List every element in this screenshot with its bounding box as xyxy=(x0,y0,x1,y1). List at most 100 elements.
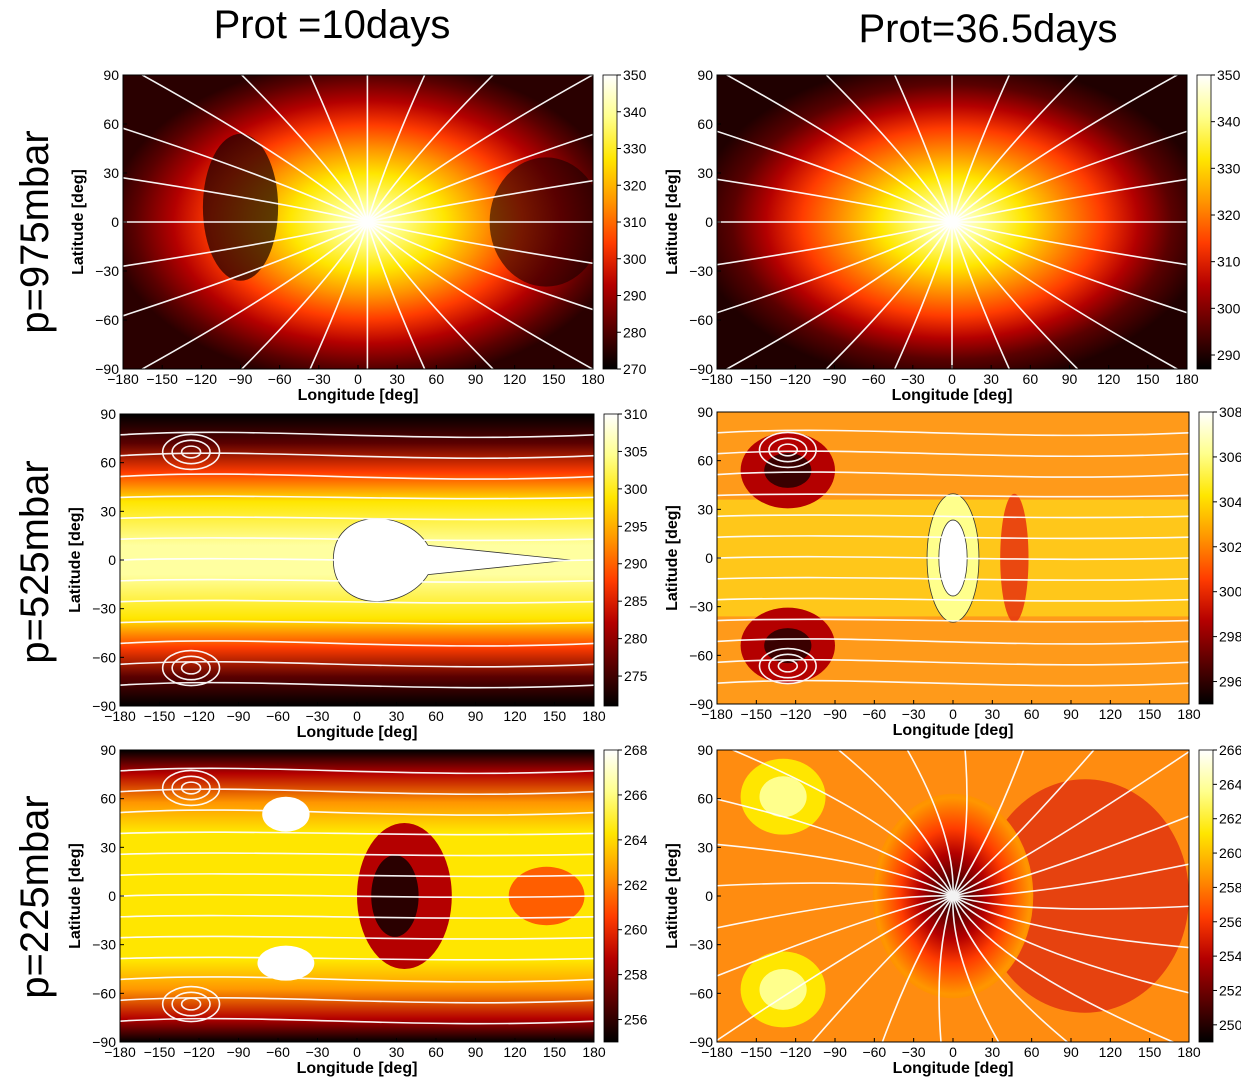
x-tick-label: 30 xyxy=(983,371,999,387)
streamline xyxy=(951,221,1079,369)
x-tick-label: −180 xyxy=(104,1044,136,1060)
streamline xyxy=(952,895,1189,994)
colorbar-tick-label: 320 xyxy=(623,177,647,193)
streamline xyxy=(717,882,954,897)
x-tick-label: 60 xyxy=(428,1044,444,1060)
colorbar-tick-label: 304 xyxy=(1219,494,1241,510)
y-tick-label: 90 xyxy=(697,742,713,758)
x-tick-label: 60 xyxy=(429,371,445,387)
streamline xyxy=(120,1017,594,1025)
x-tick-label: 30 xyxy=(389,708,405,724)
row-title-975: p=975mbar xyxy=(13,130,57,333)
y-tick-label: −30 xyxy=(689,263,713,279)
y-tick-label: 60 xyxy=(697,116,713,132)
streamline xyxy=(730,750,954,897)
x-tick-label: −30 xyxy=(902,706,926,722)
x-tick-label: 120 xyxy=(503,1044,527,1060)
x-tick-label: −30 xyxy=(307,371,331,387)
streamline xyxy=(893,75,953,223)
streamline xyxy=(717,514,1189,519)
streamline xyxy=(952,895,1189,910)
x-tick-label: 180 xyxy=(581,371,605,387)
y-tick-label: 30 xyxy=(100,839,116,855)
colorbar xyxy=(1198,749,1214,1043)
streamline xyxy=(367,133,593,223)
y-tick-label: −90 xyxy=(95,361,119,377)
streamline xyxy=(120,809,594,816)
x-tick-label: 150 xyxy=(543,708,567,724)
x-tick-label: 180 xyxy=(1177,706,1201,722)
x-axis-label: Longitude [deg] xyxy=(893,722,1014,739)
x-tick-label: −120 xyxy=(183,1044,215,1060)
x-tick-label: −180 xyxy=(107,371,139,387)
streamline xyxy=(120,893,594,899)
y-tick-label: 30 xyxy=(697,501,713,517)
colorbar-tick-label: 260 xyxy=(624,922,648,938)
streamline xyxy=(309,75,369,223)
streamline xyxy=(893,221,953,369)
colorbar-tick-label: 258 xyxy=(1219,879,1241,895)
x-tick-label: −30 xyxy=(901,371,925,387)
streamline xyxy=(717,843,954,897)
hot-region xyxy=(257,945,315,981)
colorbar-tick-label: 290 xyxy=(623,288,647,304)
streamline xyxy=(951,75,1179,223)
vortex-streamline xyxy=(180,445,202,459)
y-tick-label: −90 xyxy=(689,696,713,712)
y-tick-label: 0 xyxy=(111,214,119,230)
streamline xyxy=(717,597,1189,602)
x-tick-label: −60 xyxy=(266,708,290,724)
y-tick-label: 90 xyxy=(697,404,713,420)
x-tick-label: 30 xyxy=(389,371,405,387)
streamline xyxy=(120,831,594,836)
streamline xyxy=(717,895,954,977)
colorbar-tick-label: 258 xyxy=(624,967,648,983)
streamline xyxy=(123,176,368,223)
streamline xyxy=(717,535,1189,540)
x-tick-label: −90 xyxy=(229,371,253,387)
x-tick-label: 60 xyxy=(1024,706,1040,722)
x-tick-label: −30 xyxy=(306,1044,330,1060)
streamline xyxy=(951,75,1079,223)
y-tick-label: 30 xyxy=(697,839,713,855)
colorbar-tick-label: 270 xyxy=(623,361,647,377)
x-tick-label: 30 xyxy=(985,706,1001,722)
colorbar-tick-label: 256 xyxy=(624,1012,648,1028)
streamline xyxy=(123,221,368,317)
streamline xyxy=(120,681,594,689)
streamline xyxy=(717,221,953,266)
colorbar xyxy=(1196,74,1212,370)
x-tick-label: −60 xyxy=(862,706,886,722)
x-axis-label: Longitude [deg] xyxy=(297,1060,418,1077)
streamline xyxy=(120,431,594,439)
x-tick-label: −60 xyxy=(862,1044,886,1060)
x-tick-label: −90 xyxy=(823,371,847,387)
panel-525-10: −180 −150 −120 −90 −60 −30 0 30 60 90 120 150 180 −90… xyxy=(67,406,648,741)
streamline xyxy=(825,221,953,369)
streamline xyxy=(367,221,593,311)
streamline xyxy=(952,750,1095,897)
y-tick-label: 60 xyxy=(103,116,119,132)
panel-975-10: −180 −150 −120 −90 −60 −30 0 30 60 90 120 150 180 −90… xyxy=(70,67,647,404)
vortex-streamline xyxy=(171,775,211,801)
streamline xyxy=(717,798,954,897)
streamline xyxy=(123,127,368,223)
panel-225-36.5: −180 −150 −120 −90 −60 −30 0 30 60 90 120 150 180 −90… xyxy=(664,742,1241,1077)
y-tick-label: 30 xyxy=(103,165,119,181)
vortex-streamline xyxy=(161,985,221,1023)
streamlines xyxy=(120,431,594,689)
vortex-streamline xyxy=(777,443,799,457)
colorbar-tick-label: 340 xyxy=(623,104,647,120)
streamline xyxy=(366,221,426,369)
x-tick-label: 90 xyxy=(468,371,484,387)
colorbar xyxy=(1198,411,1214,705)
y-tick-label: −30 xyxy=(92,601,116,617)
colorbar-tick-label: 266 xyxy=(1219,742,1241,758)
streamline xyxy=(938,895,954,1042)
streamlines xyxy=(717,750,1189,1042)
streamline xyxy=(952,815,1189,897)
y-tick-label: 90 xyxy=(100,742,116,758)
colorbar-tick-label: 252 xyxy=(1219,982,1241,998)
x-tick-label: −180 xyxy=(701,1044,733,1060)
